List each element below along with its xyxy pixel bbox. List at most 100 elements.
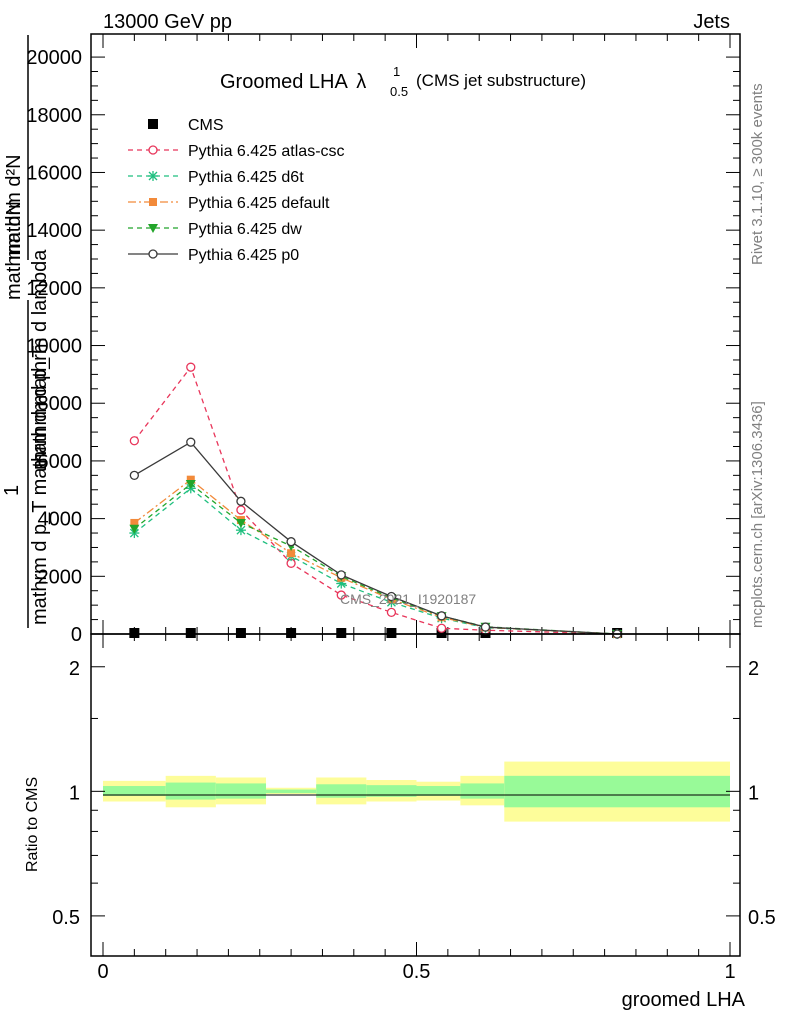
series-cms [129,628,623,638]
data-point-cms [235,628,246,638]
y-tick-label: 12000 [26,278,82,300]
marker-stroke [236,525,246,535]
series-line-d6t [133,487,618,635]
ylabel-frac-num: mathrm d²N [3,154,25,260]
ratio-y-tick-label: 0.5 [52,907,80,929]
title-sup: 1 [393,64,400,79]
data-point-dw [185,480,196,489]
legend-entry-cms: CMS [148,117,224,134]
data-point-default [130,518,139,527]
y-tick-label: 8000 [38,393,83,415]
title-main: Groomed LHA [220,71,348,93]
data-point-cms [286,628,297,638]
svg-text:Groomed LHA λ: Groomed LHA λ [220,71,366,93]
plot-title: Groomed LHA λ 1 0.5 (CMS jet substructur… [220,64,586,99]
data-point-cms [336,628,347,638]
mcplots-label: mcplots.cern.ch [arXiv:1306.3436] [749,401,766,628]
y-tick-label: 20000 [26,47,82,69]
ratio-y-tick-label: 1 [69,782,80,804]
legend-entry-atlas_csc: Pythia 6.425 atlas-csc [128,143,345,160]
legend-marker [148,249,158,259]
x-tick-label: 1 [724,961,735,983]
y-tick-label: 10000 [26,336,82,358]
data-point-p0 [286,537,296,547]
data-point-atlas_csc [386,607,397,618]
title-sub: 0.5 [390,84,408,99]
data-point-cms [129,628,140,638]
data-point-default [287,549,296,558]
legend-label: Pythia 6.425 default [188,195,330,212]
legend: CMS Pythia 6.425 atlas-csc Pythia 6.425 d6… [128,117,345,264]
ylabel-frac-den: mathrm d p_T mathrm d mathrm d lambda [29,249,51,625]
y-tick-label: 6000 [38,451,83,473]
marker-stroke [148,171,158,181]
ratio-y-tick-label-right: 1 [748,782,759,804]
legend-marker [149,198,157,206]
rivet-label: Rivet 3.1.10, ≥ 300k events [749,83,766,265]
ratio-y-label: Ratio to CMS [24,777,41,872]
ratio-y-tick-label-right: 0.5 [748,907,776,929]
data-point-dw [235,518,246,528]
y-axis-label: mathrm d²N mathrm d p_T mathrm d mathrm … [1,35,51,628]
ratio-band-inner [266,789,317,794]
x-tick-label: 0.5 [403,961,431,983]
series-d6t [129,483,623,639]
series-dw [129,480,623,639]
y-tick-label: 0 [71,624,82,646]
ratio-y-tick-label-right: 2 [748,658,759,680]
series-line-default [133,478,618,635]
data-point-p0 [480,622,491,632]
legend-entry-default: Pythia 6.425 default [128,195,330,212]
x-tick-label: 0 [97,961,108,983]
x-axis-label: groomed LHA [622,989,746,1011]
data-point-d6t [235,525,246,536]
data-point-dw [129,524,140,534]
legend-entry-p0: Pythia 6.425 p0 [128,247,299,264]
ratio-band-inner [504,775,730,808]
data-point-atlas_csc [236,505,246,515]
data-point-atlas_csc [336,590,346,600]
data-point-p0 [186,437,196,447]
data-point-p0 [386,591,397,602]
data-point-cms [386,628,397,638]
ratio-plot-frame [90,633,741,957]
ylabel-dn: mathrm dN [3,201,25,300]
ylabel-one: 1 [1,485,23,496]
y-tick-label: 4000 [38,509,83,531]
legend-marker [148,224,158,233]
series-default [130,475,622,638]
legend-entry-dw: Pythia 6.425 dw [128,221,302,238]
data-point-default [186,475,195,484]
y-tick-label: 16000 [26,162,82,184]
title-lambda: λ [356,71,366,93]
data-point-cms [436,628,447,638]
series-line-dw [133,483,618,635]
data-point-p0 [336,570,346,580]
ratio-band-inner [416,786,461,796]
ylabel-dpt: mathrm d p_T [29,346,51,470]
data-point-p0 [436,611,447,621]
ratio-plot: 0.5 0.5 1 1 2 2 0 0.5 1 Ratio to CMS groomed LHA [24,633,776,1011]
legend-label: Pythia 6.425 atlas-csc [188,143,345,160]
data-point-cms [185,628,196,638]
ratio-band-inner [460,783,505,799]
data-point-p0 [129,470,140,480]
header-process: Jets [693,11,730,33]
ratio-y-tick-label: 2 [69,658,80,680]
data-point-atlas_csc [186,362,196,372]
ratio-band-inner [366,785,417,797]
legend-label: Pythia 6.425 p0 [188,247,299,264]
data-point-atlas_csc [436,623,447,633]
ratio-band-inner [103,786,166,796]
y-tick-label: 18000 [26,105,82,127]
title-note: (CMS jet substructure) [416,71,586,90]
legend-marker [148,145,158,155]
legend-label: CMS [188,117,224,134]
legend-entry-d6t: Pythia 6.425 d6t [128,169,304,186]
ratio-band-inner [165,782,216,800]
ratio-band-inner [215,783,267,799]
header-energy: 13000 GeV pp [103,11,232,33]
data-point-atlas_csc [129,436,140,446]
legend-marker [148,171,158,181]
